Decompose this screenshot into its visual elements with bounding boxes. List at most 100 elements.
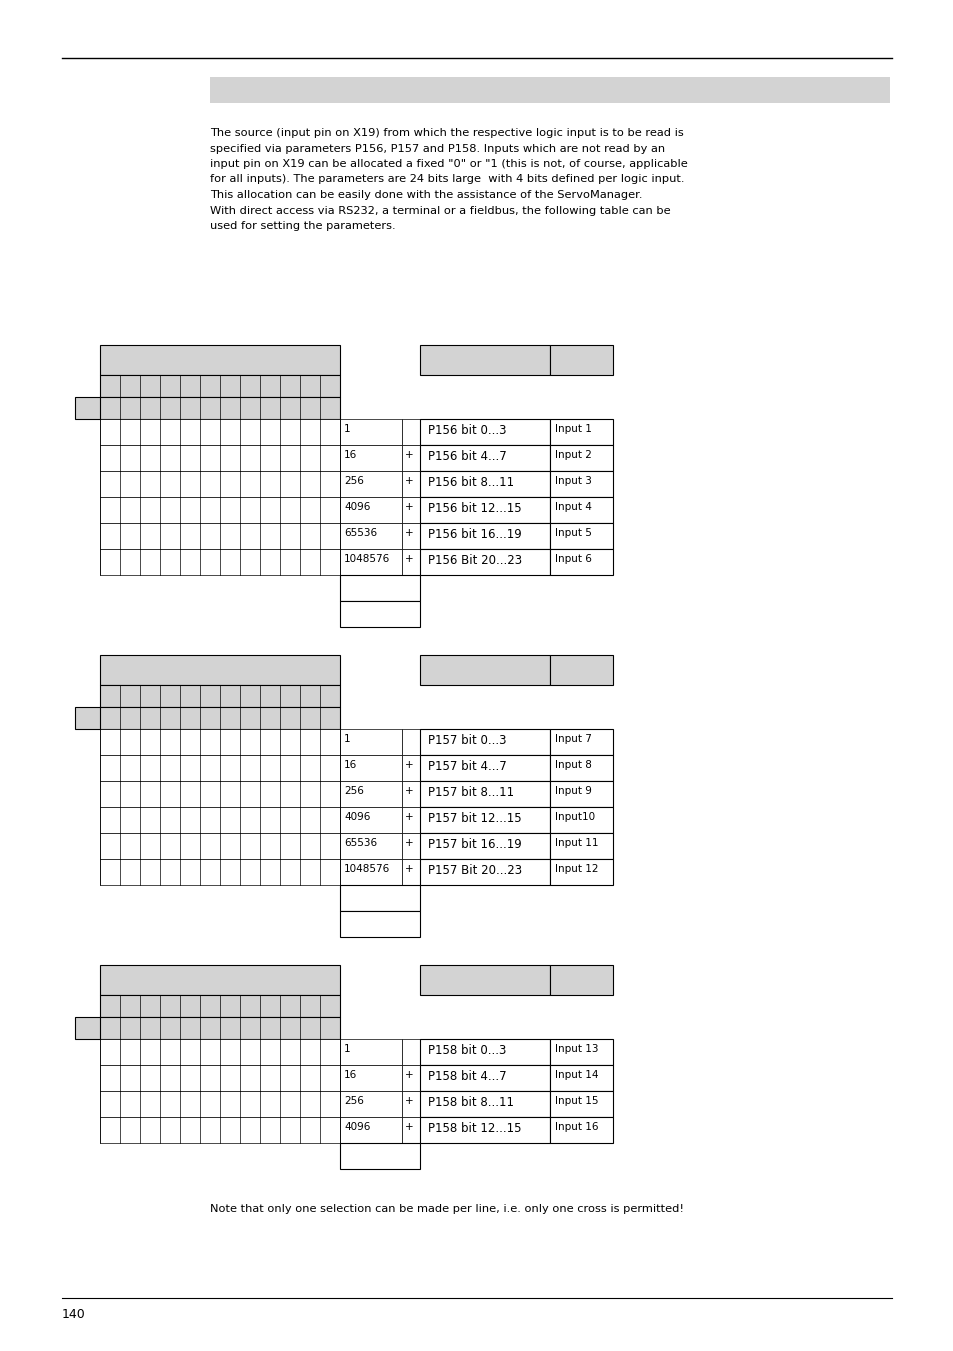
Bar xyxy=(419,781,550,807)
Text: +: + xyxy=(405,1121,414,1132)
Text: P157 bit 16...19: P157 bit 16...19 xyxy=(428,838,521,851)
Bar xyxy=(100,497,339,523)
Bar xyxy=(401,1039,419,1065)
Bar xyxy=(339,576,419,601)
Text: +: + xyxy=(405,528,414,538)
Bar xyxy=(100,655,339,685)
Text: 1048576: 1048576 xyxy=(344,865,390,874)
Bar xyxy=(401,419,419,444)
Bar xyxy=(401,807,419,834)
Bar xyxy=(339,859,401,885)
Text: Input 15: Input 15 xyxy=(555,1096,598,1106)
Bar xyxy=(419,549,550,576)
Bar xyxy=(419,497,550,523)
Text: +: + xyxy=(405,786,414,796)
Bar xyxy=(339,1039,401,1065)
Bar xyxy=(550,730,613,755)
Text: 256: 256 xyxy=(344,786,363,796)
Bar xyxy=(100,807,339,834)
Text: Input10: Input10 xyxy=(555,812,595,821)
Text: 4096: 4096 xyxy=(344,503,370,512)
Bar xyxy=(339,911,419,938)
Text: 140: 140 xyxy=(62,1308,86,1321)
Text: P158 bit 12...15: P158 bit 12...15 xyxy=(428,1121,521,1135)
Bar xyxy=(419,1039,550,1065)
Bar xyxy=(401,523,419,549)
Text: Note that only one selection can be made per line, i.e. only one cross is permit: Note that only one selection can be made… xyxy=(210,1204,683,1215)
Bar xyxy=(339,549,401,576)
Bar xyxy=(550,523,613,549)
Bar xyxy=(75,707,339,730)
Bar xyxy=(339,1117,401,1143)
Bar xyxy=(419,834,550,859)
Text: The source (input pin on X19) from which the respective logic input is to be rea: The source (input pin on X19) from which… xyxy=(210,128,683,138)
Bar xyxy=(401,834,419,859)
Bar xyxy=(339,834,401,859)
Text: P158 bit 0...3: P158 bit 0...3 xyxy=(428,1044,506,1056)
Text: P157 bit 0...3: P157 bit 0...3 xyxy=(428,734,506,747)
Text: 256: 256 xyxy=(344,476,363,486)
Bar xyxy=(100,834,339,859)
Bar xyxy=(401,755,419,781)
Bar xyxy=(550,549,613,576)
Bar xyxy=(419,419,550,444)
Bar xyxy=(419,965,550,994)
Bar xyxy=(100,965,339,994)
Bar xyxy=(401,1117,419,1143)
Text: specified via parameters P156, P157 and P158. Inputs which are not read by an: specified via parameters P156, P157 and … xyxy=(210,143,664,154)
Bar xyxy=(100,549,339,576)
Bar xyxy=(210,77,889,103)
Bar xyxy=(100,781,339,807)
Text: P157 bit 8...11: P157 bit 8...11 xyxy=(428,786,514,798)
Text: Input 5: Input 5 xyxy=(555,528,591,538)
Text: Input 6: Input 6 xyxy=(555,554,591,563)
Text: 1: 1 xyxy=(344,734,351,744)
Bar xyxy=(100,1039,339,1065)
Text: This allocation can be easily done with the assistance of the ServoManager.: This allocation can be easily done with … xyxy=(210,190,641,200)
Bar xyxy=(550,1065,613,1092)
Bar xyxy=(419,655,550,685)
Bar xyxy=(550,781,613,807)
Bar xyxy=(550,497,613,523)
Text: 16: 16 xyxy=(344,450,356,459)
Text: +: + xyxy=(405,761,414,770)
Bar xyxy=(75,1017,339,1039)
Bar xyxy=(401,444,419,471)
Bar xyxy=(550,755,613,781)
Bar xyxy=(401,1092,419,1117)
Text: +: + xyxy=(405,1096,414,1106)
Bar xyxy=(100,1117,339,1143)
Text: +: + xyxy=(405,865,414,874)
Text: +: + xyxy=(405,554,414,563)
Text: 65536: 65536 xyxy=(344,838,376,848)
Text: 1: 1 xyxy=(344,1044,351,1054)
Text: Input 4: Input 4 xyxy=(555,503,591,512)
Text: +: + xyxy=(405,503,414,512)
Bar xyxy=(100,685,339,707)
Bar xyxy=(550,655,613,685)
Text: 16: 16 xyxy=(344,761,356,770)
Bar xyxy=(419,345,550,376)
Bar xyxy=(100,376,339,397)
Bar xyxy=(401,859,419,885)
Text: P157 bit 12...15: P157 bit 12...15 xyxy=(428,812,521,825)
Bar xyxy=(550,345,613,376)
Bar xyxy=(100,345,339,376)
Text: input pin on X19 can be allocated a fixed "0" or "1 (this is not, of course, app: input pin on X19 can be allocated a fixe… xyxy=(210,159,687,169)
Bar xyxy=(100,1065,339,1092)
Text: 256: 256 xyxy=(344,1096,363,1106)
Bar xyxy=(419,1092,550,1117)
Bar xyxy=(419,807,550,834)
Bar xyxy=(339,730,401,755)
Bar xyxy=(100,419,339,444)
Bar xyxy=(339,444,401,471)
Bar xyxy=(100,444,339,471)
Text: P157 bit 4...7: P157 bit 4...7 xyxy=(428,761,506,773)
Text: +: + xyxy=(405,838,414,848)
Text: P156 bit 12...15: P156 bit 12...15 xyxy=(428,503,521,515)
Bar xyxy=(100,471,339,497)
Bar xyxy=(550,834,613,859)
Bar xyxy=(419,523,550,549)
Text: 1: 1 xyxy=(344,424,351,434)
Text: With direct access via RS232, a terminal or a fieldbus, the following table can : With direct access via RS232, a terminal… xyxy=(210,205,670,216)
